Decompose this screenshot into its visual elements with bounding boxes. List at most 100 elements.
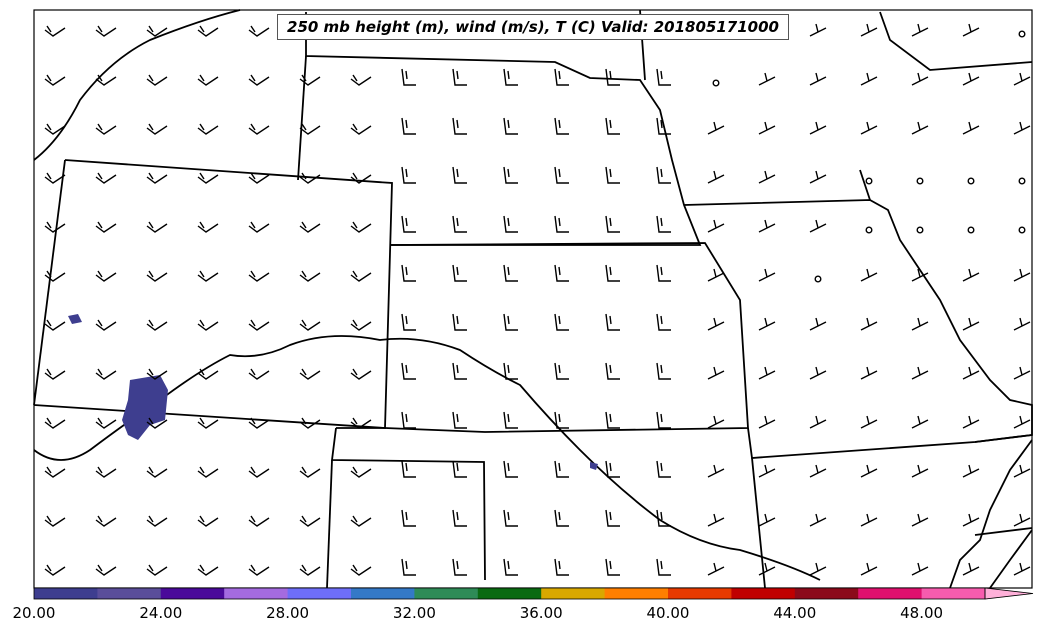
wind-barb [554, 313, 569, 331]
wind-barb [197, 466, 219, 478]
calm-wind-marker [967, 177, 975, 185]
wind-barb [248, 417, 270, 429]
wind-barb [248, 515, 270, 527]
wind-barb [605, 166, 620, 184]
wind-barb [707, 268, 725, 282]
wind-barb [1013, 317, 1031, 331]
colorbar-segment [858, 588, 923, 599]
wind-barb [248, 74, 270, 86]
wind-barb [962, 23, 980, 37]
calm-wind-marker [712, 79, 720, 87]
wind-barb [860, 415, 878, 429]
colorbar-segment [668, 588, 732, 599]
wind-barb [911, 415, 929, 429]
wind-barb [146, 25, 168, 37]
wind-barb [146, 417, 168, 429]
colorbar-tick-label: 20.00 [13, 604, 56, 622]
wind-barb [707, 562, 725, 576]
wind-barb [146, 564, 168, 576]
wind-barb [503, 362, 518, 380]
wind-barb [350, 368, 372, 380]
wind-barb [452, 411, 467, 429]
wind-barb [401, 558, 416, 576]
wind-barb [809, 121, 827, 135]
wind-barb [350, 515, 372, 527]
wind-barb [707, 366, 725, 380]
wind-barb [197, 368, 219, 380]
wind-barb [860, 23, 878, 37]
wind-barb [452, 264, 467, 282]
wind-barb [605, 411, 620, 429]
wind-barb [95, 319, 117, 331]
colorbar-tick-label: 24.00 [139, 604, 182, 622]
wind-barb [350, 74, 372, 86]
wind-barb [656, 117, 671, 135]
colorbar-segment [351, 588, 415, 599]
wind-barb [605, 215, 620, 233]
wind-barb [299, 123, 321, 135]
colorbar-segment [604, 588, 669, 599]
wind-barb [707, 415, 725, 429]
calm-wind-marker [916, 177, 924, 185]
wind-barb [554, 362, 569, 380]
wind-barb [1013, 121, 1031, 135]
wind-barb [248, 221, 270, 233]
wind-barb [860, 366, 878, 380]
wind-barb [248, 319, 270, 331]
wind-barb [299, 417, 321, 429]
wind-barb [350, 466, 372, 478]
calm-wind-marker [1018, 177, 1026, 185]
wind-barb [401, 509, 416, 527]
wind-barb [809, 72, 827, 86]
wind-barb [962, 366, 980, 380]
wind-barb [146, 319, 168, 331]
wind-barb [758, 366, 776, 380]
wind-barb [248, 466, 270, 478]
wind-barb [758, 121, 776, 135]
wind-barb [452, 460, 467, 478]
wind-barb [758, 464, 776, 478]
wind-barb [707, 219, 725, 233]
wind-barb [95, 270, 117, 282]
wind-barb [299, 74, 321, 86]
wind-barb [401, 362, 416, 380]
wind-barb [605, 313, 620, 331]
wind-barb [197, 319, 219, 331]
wind-barb [452, 117, 467, 135]
colorbar-outline [33, 587, 986, 600]
wind-barb [44, 466, 66, 478]
wind-barb [758, 317, 776, 331]
wind-barb [707, 121, 725, 135]
wind-barb [401, 460, 416, 478]
wind-barb [452, 362, 467, 380]
wind-barb [809, 513, 827, 527]
wind-barb [401, 411, 416, 429]
wind-barb [962, 268, 980, 282]
wind-barb [707, 317, 725, 331]
wind-barb [656, 411, 671, 429]
wind-barb [605, 558, 620, 576]
colorbar-tick-label: 48.00 [900, 604, 943, 622]
wind-barb [911, 72, 929, 86]
colorbar-tick-label: 32.00 [393, 604, 436, 622]
wind-barb [809, 219, 827, 233]
wind-barb [299, 319, 321, 331]
wind-barb [95, 221, 117, 233]
wind-barb [503, 460, 518, 478]
map-frame [33, 9, 1033, 589]
calm-wind-marker [865, 226, 873, 234]
wind-barb [146, 515, 168, 527]
wind-barb [605, 117, 620, 135]
wind-barb [401, 166, 416, 184]
wind-barb [95, 368, 117, 380]
map-title: 250 mb height (m), wind (m/s), T (C) Val… [277, 14, 789, 40]
wind-barb [146, 74, 168, 86]
wind-barb [911, 121, 929, 135]
wind-barb [656, 215, 671, 233]
colorbar-tick-label: 40.00 [647, 604, 690, 622]
wind-barb [452, 558, 467, 576]
colorbar-ticks: 20.00 24.00 28.00 32.00 36.00 40.00 44.00 48.00 [13, 604, 944, 622]
wind-barb [656, 509, 671, 527]
wind-barb [197, 270, 219, 282]
wind-barb [401, 264, 416, 282]
